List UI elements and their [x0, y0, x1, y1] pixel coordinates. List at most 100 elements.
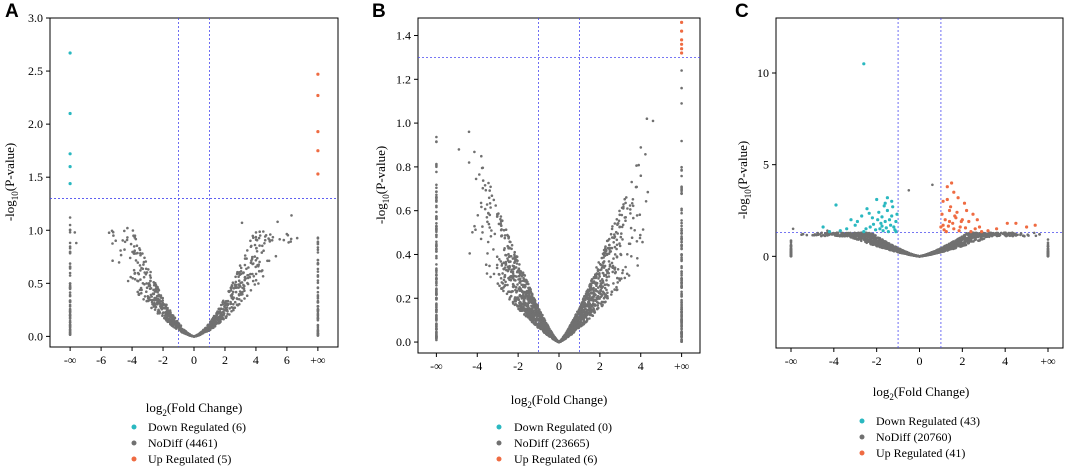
nodiff-point — [486, 220, 489, 224]
nodiff-point — [232, 287, 236, 290]
nodiff-point — [509, 270, 513, 274]
nodiff-point — [518, 281, 522, 284]
nodiff-point — [615, 285, 618, 289]
nodiff-point — [610, 261, 614, 265]
nodiff-point — [680, 102, 683, 105]
nodiff-point — [239, 266, 243, 270]
nodiff-point — [316, 251, 320, 254]
nodiff-point — [537, 313, 541, 317]
nodiff-point — [435, 240, 438, 243]
nodiff-point — [934, 251, 938, 254]
nodiff-point — [860, 239, 863, 243]
nodiff-point — [435, 233, 438, 237]
nodiff-point — [506, 257, 509, 260]
nodiff-point — [680, 247, 683, 251]
nodiff-point — [247, 266, 250, 269]
nodiff-point — [435, 215, 438, 218]
nodiff-point — [909, 253, 912, 257]
nodiff-point — [512, 285, 515, 289]
nodiff-point — [435, 227, 438, 230]
nodiff-point — [602, 300, 605, 304]
nodiff-point — [68, 313, 72, 316]
up-regulated-point — [316, 172, 320, 176]
nodiff-point — [435, 235, 438, 239]
x-tick-label: +∞ — [674, 359, 689, 373]
nodiff-point — [534, 302, 537, 305]
nodiff-point — [582, 320, 586, 323]
nodiff-point — [168, 315, 172, 318]
nodiff-point — [68, 266, 72, 269]
nodiff-point — [960, 245, 963, 248]
nodiff-point — [954, 244, 957, 247]
nodiff-point — [171, 321, 174, 324]
nodiff-point — [255, 250, 259, 253]
nodiff-point — [618, 213, 621, 217]
nodiff-point — [863, 237, 867, 240]
nodiff-point — [599, 292, 602, 296]
nodiff-point — [604, 245, 607, 248]
nodiff-point — [240, 281, 244, 284]
nodiff-point — [923, 254, 927, 257]
nodiff-point — [880, 246, 884, 249]
nodiff-point — [316, 314, 320, 317]
nodiff-point — [107, 231, 111, 234]
nodiff-point — [500, 262, 504, 266]
nodiff-point — [967, 236, 970, 240]
nodiff-point — [967, 241, 970, 245]
nodiff-point — [641, 240, 644, 244]
nodiff-point — [435, 140, 438, 143]
nodiff-point — [594, 276, 598, 280]
panel-b-plot-frame — [417, 17, 701, 354]
nodiff-point — [136, 261, 140, 264]
nodiff-point — [609, 232, 613, 236]
nodiff-point — [518, 263, 521, 266]
nodiff-point — [942, 249, 946, 252]
nodiff-point — [158, 295, 161, 298]
nodiff-point — [485, 216, 489, 219]
nodiff-point — [605, 288, 608, 292]
nodiff-point — [481, 179, 485, 182]
nodiff-point — [586, 317, 589, 321]
nodiff-point — [220, 315, 223, 318]
y-tick-label: 1.2 — [396, 72, 411, 86]
nodiff-point — [615, 243, 619, 247]
nodiff-point — [468, 252, 472, 255]
nodiff-point — [602, 274, 606, 278]
nodiff-point — [515, 297, 519, 301]
nodiff-point — [517, 307, 520, 311]
x-tick-label: 2 — [959, 354, 965, 368]
nodiff-point — [435, 200, 438, 203]
nodiff-point — [316, 246, 320, 249]
nodiff-point — [576, 326, 580, 329]
nodiff-point — [269, 233, 272, 236]
nodiff-point — [246, 249, 249, 252]
nodiff-point — [618, 225, 621, 229]
nodiff-point — [246, 281, 249, 285]
nodiff-point — [596, 304, 599, 307]
nodiff-point — [965, 238, 968, 242]
panel-b-y-axis-title: -log10(P-value) — [373, 146, 391, 224]
nodiff-point — [253, 243, 257, 247]
nodiff-point — [225, 306, 229, 309]
nodiff-point — [680, 285, 683, 288]
legend-marker-down — [496, 424, 502, 430]
nodiff-point — [531, 312, 534, 316]
nodiff-point — [68, 284, 72, 287]
nodiff-point — [234, 275, 237, 279]
nodiff-point — [260, 269, 263, 273]
panel-b: B -∞ -4 -2 0 2 4 +∞0.00.20.40.60.81.01.21.4 lo… — [372, 1, 701, 466]
nodiff-point — [501, 272, 504, 275]
nodiff-point — [224, 299, 228, 303]
nodiff-point — [680, 227, 683, 231]
nodiff-point — [238, 290, 242, 293]
nodiff-point — [474, 228, 477, 231]
nodiff-point — [513, 303, 517, 307]
nodiff-point — [597, 286, 600, 289]
nodiff-point — [316, 290, 320, 294]
nodiff-point — [939, 250, 943, 254]
nodiff-point — [211, 320, 215, 324]
nodiff-point — [199, 331, 203, 334]
nodiff-point — [581, 315, 584, 318]
nodiff-point — [870, 243, 873, 246]
nodiff-point — [602, 266, 606, 269]
